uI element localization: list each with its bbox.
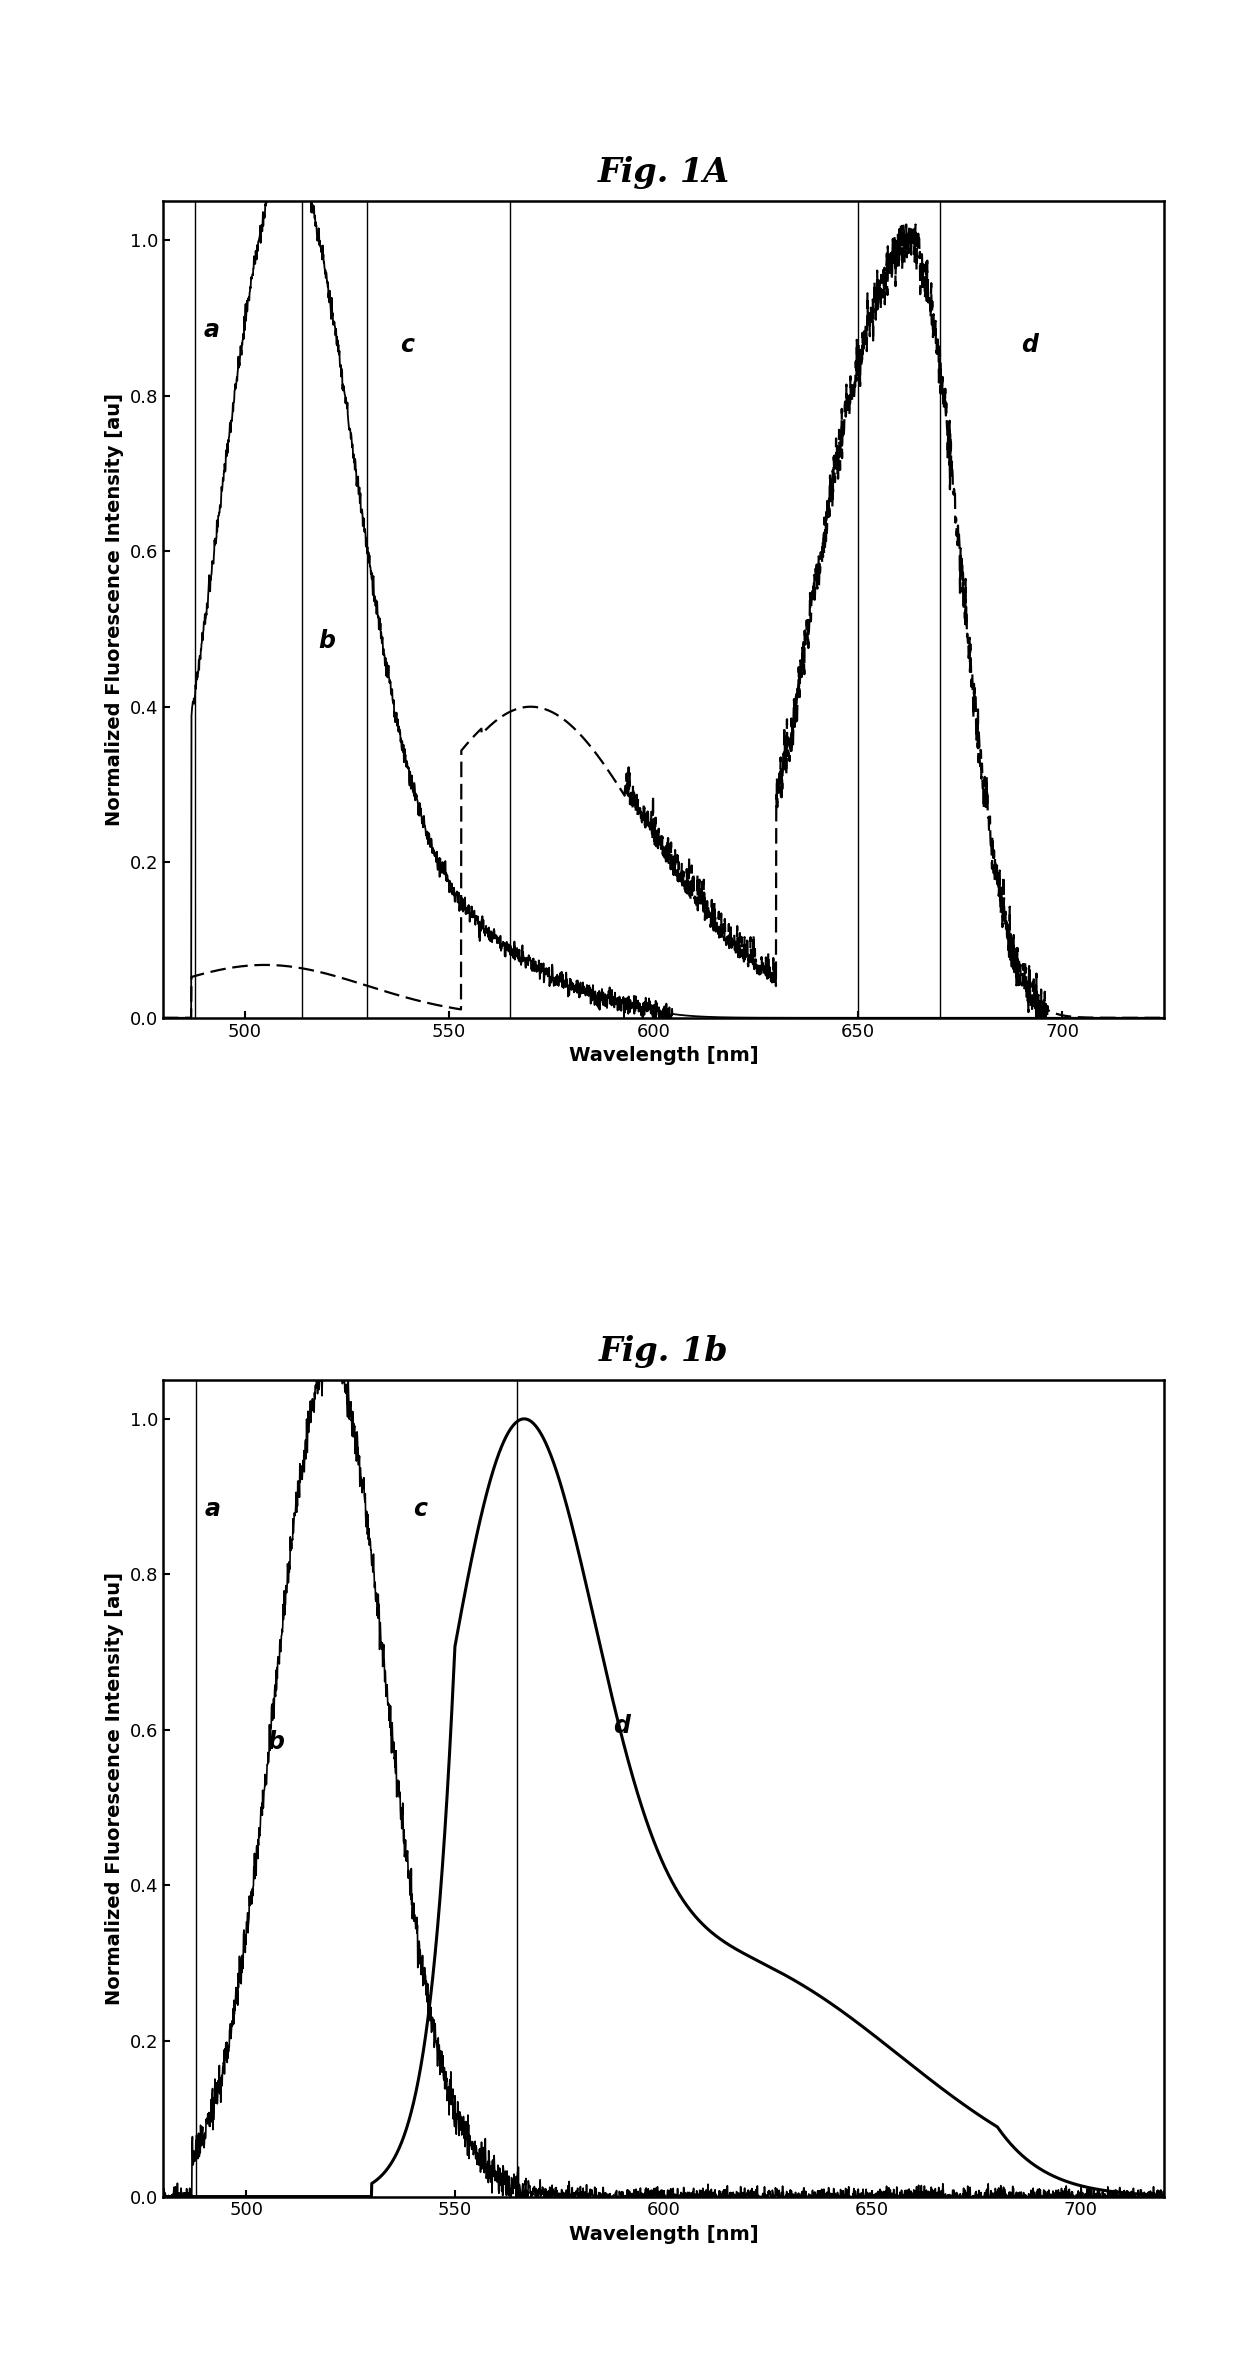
Title: Fig. 1A: Fig. 1A <box>597 156 730 189</box>
Y-axis label: Normalized Fluorescence Intensity [au]: Normalized Fluorescence Intensity [au] <box>105 1572 124 2005</box>
Title: Fig. 1b: Fig. 1b <box>598 1335 729 1368</box>
Text: d: d <box>613 1714 630 1737</box>
Text: c: c <box>413 1496 427 1520</box>
Text: d: d <box>1022 334 1038 357</box>
Text: c: c <box>399 334 414 357</box>
Text: a: a <box>204 1496 220 1520</box>
X-axis label: Wavelength [nm]: Wavelength [nm] <box>568 1046 759 1065</box>
X-axis label: Wavelength [nm]: Wavelength [nm] <box>568 2225 759 2244</box>
Text: b: b <box>318 630 336 653</box>
Text: a: a <box>204 317 219 341</box>
Text: b: b <box>267 1730 284 1754</box>
Y-axis label: Normalized Fluorescence Intensity [au]: Normalized Fluorescence Intensity [au] <box>105 393 124 826</box>
